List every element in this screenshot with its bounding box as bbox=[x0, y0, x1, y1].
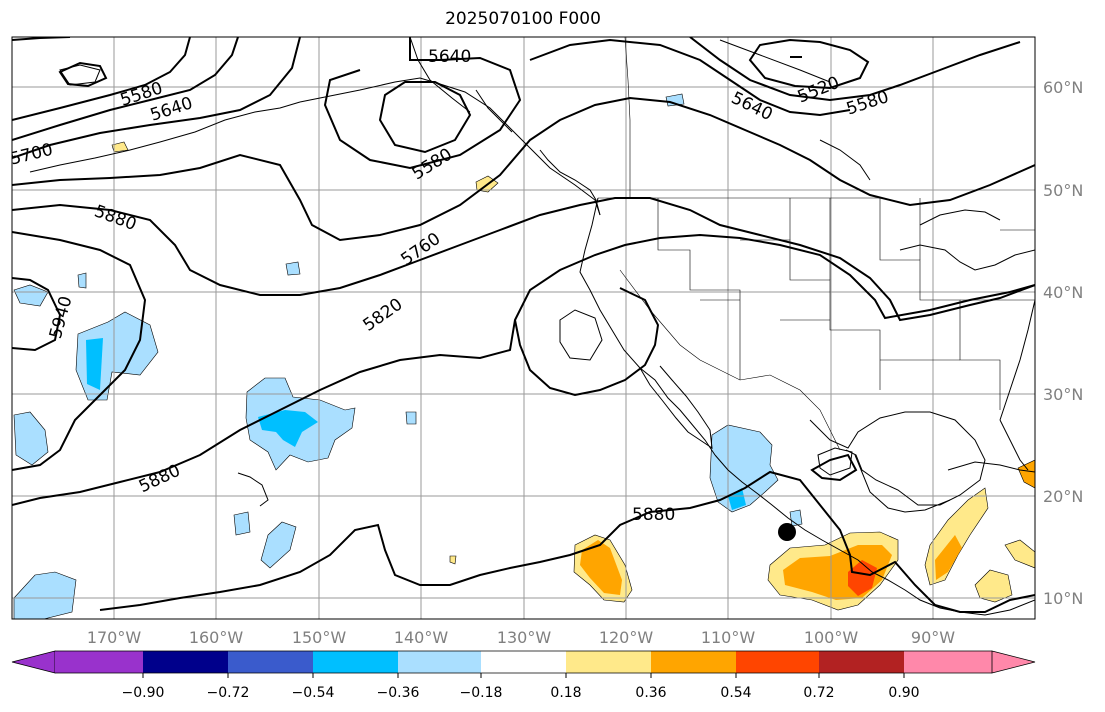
colorbar-segment bbox=[819, 651, 904, 673]
lon-label: 100°W bbox=[804, 628, 859, 647]
latitude-axis: 60°N 50°N 40°N 30°N 20°N 10°N bbox=[1043, 78, 1083, 608]
colorbar-extend-high bbox=[991, 650, 1036, 674]
neg-area-west-3 bbox=[13, 411, 49, 466]
pos-area-east-pacific-2-max bbox=[848, 560, 877, 596]
colorbar-segment bbox=[228, 651, 313, 673]
colorbar-tick-label: −0.36 bbox=[377, 685, 420, 701]
colorbar-extend-low bbox=[11, 650, 56, 674]
lat-label: 10°N bbox=[1043, 589, 1083, 608]
colorbar-tick-label: 0.54 bbox=[720, 685, 751, 701]
map-title: 2025070100 F000 bbox=[445, 9, 601, 29]
pos-area-caribbean-3 bbox=[1004, 539, 1035, 569]
colorbar-tick-label: 0.36 bbox=[635, 685, 666, 701]
colorbar-segment bbox=[55, 651, 143, 673]
colorbar-tick-label: 0.18 bbox=[550, 685, 581, 701]
colorbar-segment bbox=[566, 651, 651, 673]
political-borders bbox=[598, 37, 1035, 451]
lat-label: 40°N bbox=[1043, 283, 1083, 302]
colorbar-tick-label: −0.54 bbox=[292, 685, 335, 701]
colorbar-segment bbox=[313, 651, 398, 673]
contour-label: 5640 bbox=[428, 47, 471, 67]
colorbar-tick-label: −0.18 bbox=[460, 685, 503, 701]
colorbar-segment bbox=[651, 651, 736, 673]
neg-area-south-3 bbox=[13, 571, 77, 619]
contour-label: 5880 bbox=[632, 505, 675, 525]
anomaly-shading bbox=[13, 93, 1035, 619]
lon-label: 140°W bbox=[394, 628, 449, 647]
location-marker bbox=[778, 523, 796, 541]
pos-area-caribbean-4 bbox=[1017, 459, 1035, 489]
neg-area-small-2 bbox=[77, 272, 87, 289]
map-panel: 5640 5580 5640 5700 5580 5880 5760 5820 … bbox=[12, 37, 1035, 619]
neg-area-south-2 bbox=[260, 521, 297, 569]
pos-area-caribbean-1-core bbox=[935, 535, 962, 580]
lon-label: 160°W bbox=[189, 628, 244, 647]
longitude-axis: 170°W 160°W 150°W 140°W 130°W 120°W 110°… bbox=[87, 628, 955, 647]
neg-area-west-2 bbox=[13, 284, 49, 307]
neg-area-south-1 bbox=[233, 511, 251, 536]
lon-label: 120°W bbox=[599, 628, 654, 647]
neg-area-mexico bbox=[709, 424, 779, 513]
colorbar-tick-label: 0.90 bbox=[888, 685, 919, 701]
neg-area-small-1 bbox=[285, 261, 301, 276]
neg-area-small-3 bbox=[405, 411, 417, 425]
colorbar-segment bbox=[736, 651, 819, 673]
colorbar-segment bbox=[481, 651, 566, 673]
colorbar-tick-label: 0.72 bbox=[803, 685, 834, 701]
colorbar: −0.90 −0.72 −0.54 −0.36 −0.18 0.18 0.36 … bbox=[11, 650, 1036, 701]
lon-label: 150°W bbox=[292, 628, 347, 647]
lon-label: 130°W bbox=[497, 628, 552, 647]
colorbar-segment bbox=[398, 651, 481, 673]
lon-label: 170°W bbox=[87, 628, 142, 647]
plot-frame bbox=[11, 36, 1036, 620]
neg-area-central-core bbox=[258, 410, 318, 447]
lat-label: 60°N bbox=[1043, 78, 1083, 97]
colorbar-tick-label: −0.72 bbox=[207, 685, 250, 701]
lat-label: 30°N bbox=[1043, 385, 1083, 404]
lat-label: 50°N bbox=[1043, 181, 1083, 200]
colorbar-segment bbox=[904, 651, 992, 673]
lon-label: 90°W bbox=[911, 628, 955, 647]
pos-area-east-pacific-1-core bbox=[580, 540, 622, 595]
lon-label: 110°W bbox=[701, 628, 756, 647]
colorbar-segment bbox=[143, 651, 228, 673]
neg-area-west-1-core bbox=[86, 338, 103, 390]
colorbar-tick-label: −0.90 bbox=[122, 685, 165, 701]
pos-area-small-1 bbox=[449, 555, 457, 565]
height-contours bbox=[12, 37, 1035, 613]
lat-label: 20°N bbox=[1043, 487, 1083, 506]
